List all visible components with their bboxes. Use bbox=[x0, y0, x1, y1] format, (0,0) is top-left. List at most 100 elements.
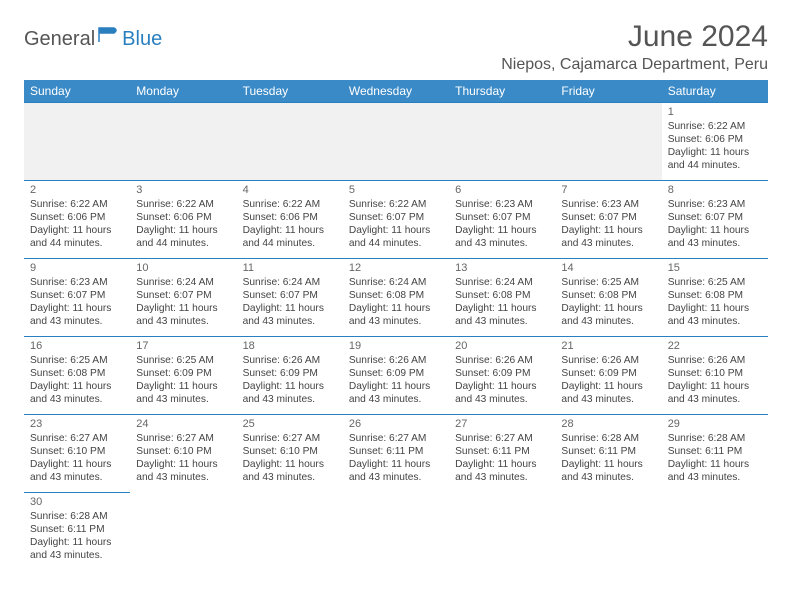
daylight-line: Daylight: 11 hours and 43 minutes. bbox=[349, 380, 443, 406]
calendar-cell: 1Sunrise: 6:22 AMSunset: 6:06 PMDaylight… bbox=[662, 103, 768, 181]
sunrise-line: Sunrise: 6:27 AM bbox=[136, 432, 230, 445]
calendar-cell: 6Sunrise: 6:23 AMSunset: 6:07 PMDaylight… bbox=[449, 181, 555, 259]
sunset-line: Sunset: 6:10 PM bbox=[243, 445, 337, 458]
daylight-line: Daylight: 11 hours and 43 minutes. bbox=[243, 458, 337, 484]
calendar-cell-empty bbox=[662, 493, 768, 571]
calendar-row: 9Sunrise: 6:23 AMSunset: 6:07 PMDaylight… bbox=[24, 259, 768, 337]
sunrise-line: Sunrise: 6:22 AM bbox=[668, 120, 762, 133]
sunrise-line: Sunrise: 6:24 AM bbox=[136, 276, 230, 289]
day-number: 19 bbox=[349, 339, 443, 353]
sunrise-line: Sunrise: 6:24 AM bbox=[349, 276, 443, 289]
day-number: 5 bbox=[349, 183, 443, 197]
calendar-cell: 23Sunrise: 6:27 AMSunset: 6:10 PMDayligh… bbox=[24, 415, 130, 493]
sunset-line: Sunset: 6:10 PM bbox=[668, 367, 762, 380]
sunrise-line: Sunrise: 6:24 AM bbox=[455, 276, 549, 289]
sunrise-line: Sunrise: 6:25 AM bbox=[30, 354, 124, 367]
daylight-line: Daylight: 11 hours and 44 minutes. bbox=[136, 224, 230, 250]
day-number: 4 bbox=[243, 183, 337, 197]
calendar-cell: 13Sunrise: 6:24 AMSunset: 6:08 PMDayligh… bbox=[449, 259, 555, 337]
sunset-line: Sunset: 6:08 PM bbox=[668, 289, 762, 302]
day-number: 16 bbox=[30, 339, 124, 353]
daylight-line: Daylight: 11 hours and 43 minutes. bbox=[349, 302, 443, 328]
sunset-line: Sunset: 6:06 PM bbox=[243, 211, 337, 224]
sunset-line: Sunset: 6:07 PM bbox=[561, 211, 655, 224]
sunset-line: Sunset: 6:09 PM bbox=[561, 367, 655, 380]
sunrise-line: Sunrise: 6:22 AM bbox=[349, 198, 443, 211]
day-number: 24 bbox=[136, 417, 230, 431]
sunrise-line: Sunrise: 6:26 AM bbox=[349, 354, 443, 367]
sunset-line: Sunset: 6:11 PM bbox=[349, 445, 443, 458]
sunrise-line: Sunrise: 6:28 AM bbox=[30, 510, 124, 523]
day-number: 29 bbox=[668, 417, 762, 431]
calendar-cell-empty bbox=[237, 493, 343, 571]
calendar-cell-empty bbox=[343, 493, 449, 571]
calendar-row: 16Sunrise: 6:25 AMSunset: 6:08 PMDayligh… bbox=[24, 337, 768, 415]
header: General Blue June 2024 Niepos, Cajamarca… bbox=[24, 20, 768, 74]
calendar-cell: 19Sunrise: 6:26 AMSunset: 6:09 PMDayligh… bbox=[343, 337, 449, 415]
day-number: 28 bbox=[561, 417, 655, 431]
day-number: 30 bbox=[30, 495, 124, 509]
daylight-line: Daylight: 11 hours and 43 minutes. bbox=[136, 380, 230, 406]
calendar-cell-empty bbox=[24, 103, 130, 181]
calendar-cell: 28Sunrise: 6:28 AMSunset: 6:11 PMDayligh… bbox=[555, 415, 661, 493]
daylight-line: Daylight: 11 hours and 43 minutes. bbox=[136, 458, 230, 484]
day-number: 11 bbox=[243, 261, 337, 275]
sunset-line: Sunset: 6:09 PM bbox=[136, 367, 230, 380]
calendar-cell: 21Sunrise: 6:26 AMSunset: 6:09 PMDayligh… bbox=[555, 337, 661, 415]
daylight-line: Daylight: 11 hours and 44 minutes. bbox=[668, 146, 762, 172]
sunrise-line: Sunrise: 6:25 AM bbox=[561, 276, 655, 289]
calendar-cell-empty bbox=[555, 493, 661, 571]
calendar-cell: 9Sunrise: 6:23 AMSunset: 6:07 PMDaylight… bbox=[24, 259, 130, 337]
calendar-cell: 16Sunrise: 6:25 AMSunset: 6:08 PMDayligh… bbox=[24, 337, 130, 415]
sunset-line: Sunset: 6:11 PM bbox=[30, 523, 124, 536]
sunrise-line: Sunrise: 6:22 AM bbox=[243, 198, 337, 211]
calendar-cell: 4Sunrise: 6:22 AMSunset: 6:06 PMDaylight… bbox=[237, 181, 343, 259]
sunrise-line: Sunrise: 6:27 AM bbox=[30, 432, 124, 445]
day-number: 15 bbox=[668, 261, 762, 275]
day-number: 25 bbox=[243, 417, 337, 431]
calendar-cell: 26Sunrise: 6:27 AMSunset: 6:11 PMDayligh… bbox=[343, 415, 449, 493]
calendar-cell: 12Sunrise: 6:24 AMSunset: 6:08 PMDayligh… bbox=[343, 259, 449, 337]
calendar-row: 23Sunrise: 6:27 AMSunset: 6:10 PMDayligh… bbox=[24, 415, 768, 493]
sunset-line: Sunset: 6:07 PM bbox=[243, 289, 337, 302]
daylight-line: Daylight: 11 hours and 43 minutes. bbox=[30, 380, 124, 406]
sunset-line: Sunset: 6:09 PM bbox=[243, 367, 337, 380]
sunrise-line: Sunrise: 6:26 AM bbox=[455, 354, 549, 367]
weekday-header: Friday bbox=[555, 80, 661, 103]
calendar-cell-empty bbox=[237, 103, 343, 181]
location: Niepos, Cajamarca Department, Peru bbox=[501, 56, 768, 74]
sunset-line: Sunset: 6:08 PM bbox=[455, 289, 549, 302]
day-number: 13 bbox=[455, 261, 549, 275]
sunset-line: Sunset: 6:09 PM bbox=[455, 367, 549, 380]
day-number: 10 bbox=[136, 261, 230, 275]
daylight-line: Daylight: 11 hours and 43 minutes. bbox=[561, 458, 655, 484]
weekday-header: Monday bbox=[130, 80, 236, 103]
sunset-line: Sunset: 6:07 PM bbox=[136, 289, 230, 302]
calendar-cell: 27Sunrise: 6:27 AMSunset: 6:11 PMDayligh… bbox=[449, 415, 555, 493]
calendar-cell: 2Sunrise: 6:22 AMSunset: 6:06 PMDaylight… bbox=[24, 181, 130, 259]
day-number: 27 bbox=[455, 417, 549, 431]
sunset-line: Sunset: 6:07 PM bbox=[455, 211, 549, 224]
daylight-line: Daylight: 11 hours and 43 minutes. bbox=[561, 224, 655, 250]
logo: General Blue bbox=[24, 28, 162, 51]
day-number: 26 bbox=[349, 417, 443, 431]
calendar-cell-empty bbox=[449, 493, 555, 571]
day-number: 12 bbox=[349, 261, 443, 275]
sunset-line: Sunset: 6:08 PM bbox=[561, 289, 655, 302]
day-number: 8 bbox=[668, 183, 762, 197]
calendar-cell: 20Sunrise: 6:26 AMSunset: 6:09 PMDayligh… bbox=[449, 337, 555, 415]
sunrise-line: Sunrise: 6:26 AM bbox=[243, 354, 337, 367]
sunrise-line: Sunrise: 6:28 AM bbox=[668, 432, 762, 445]
sunrise-line: Sunrise: 6:28 AM bbox=[561, 432, 655, 445]
logo-text-blue: Blue bbox=[122, 28, 162, 51]
calendar-cell: 8Sunrise: 6:23 AMSunset: 6:07 PMDaylight… bbox=[662, 181, 768, 259]
calendar-cell: 17Sunrise: 6:25 AMSunset: 6:09 PMDayligh… bbox=[130, 337, 236, 415]
sunset-line: Sunset: 6:11 PM bbox=[455, 445, 549, 458]
calendar-cell-empty bbox=[555, 103, 661, 181]
sunrise-line: Sunrise: 6:26 AM bbox=[561, 354, 655, 367]
daylight-line: Daylight: 11 hours and 44 minutes. bbox=[243, 224, 337, 250]
calendar-cell: 15Sunrise: 6:25 AMSunset: 6:08 PMDayligh… bbox=[662, 259, 768, 337]
sunset-line: Sunset: 6:09 PM bbox=[349, 367, 443, 380]
day-number: 6 bbox=[455, 183, 549, 197]
calendar-cell: 10Sunrise: 6:24 AMSunset: 6:07 PMDayligh… bbox=[130, 259, 236, 337]
